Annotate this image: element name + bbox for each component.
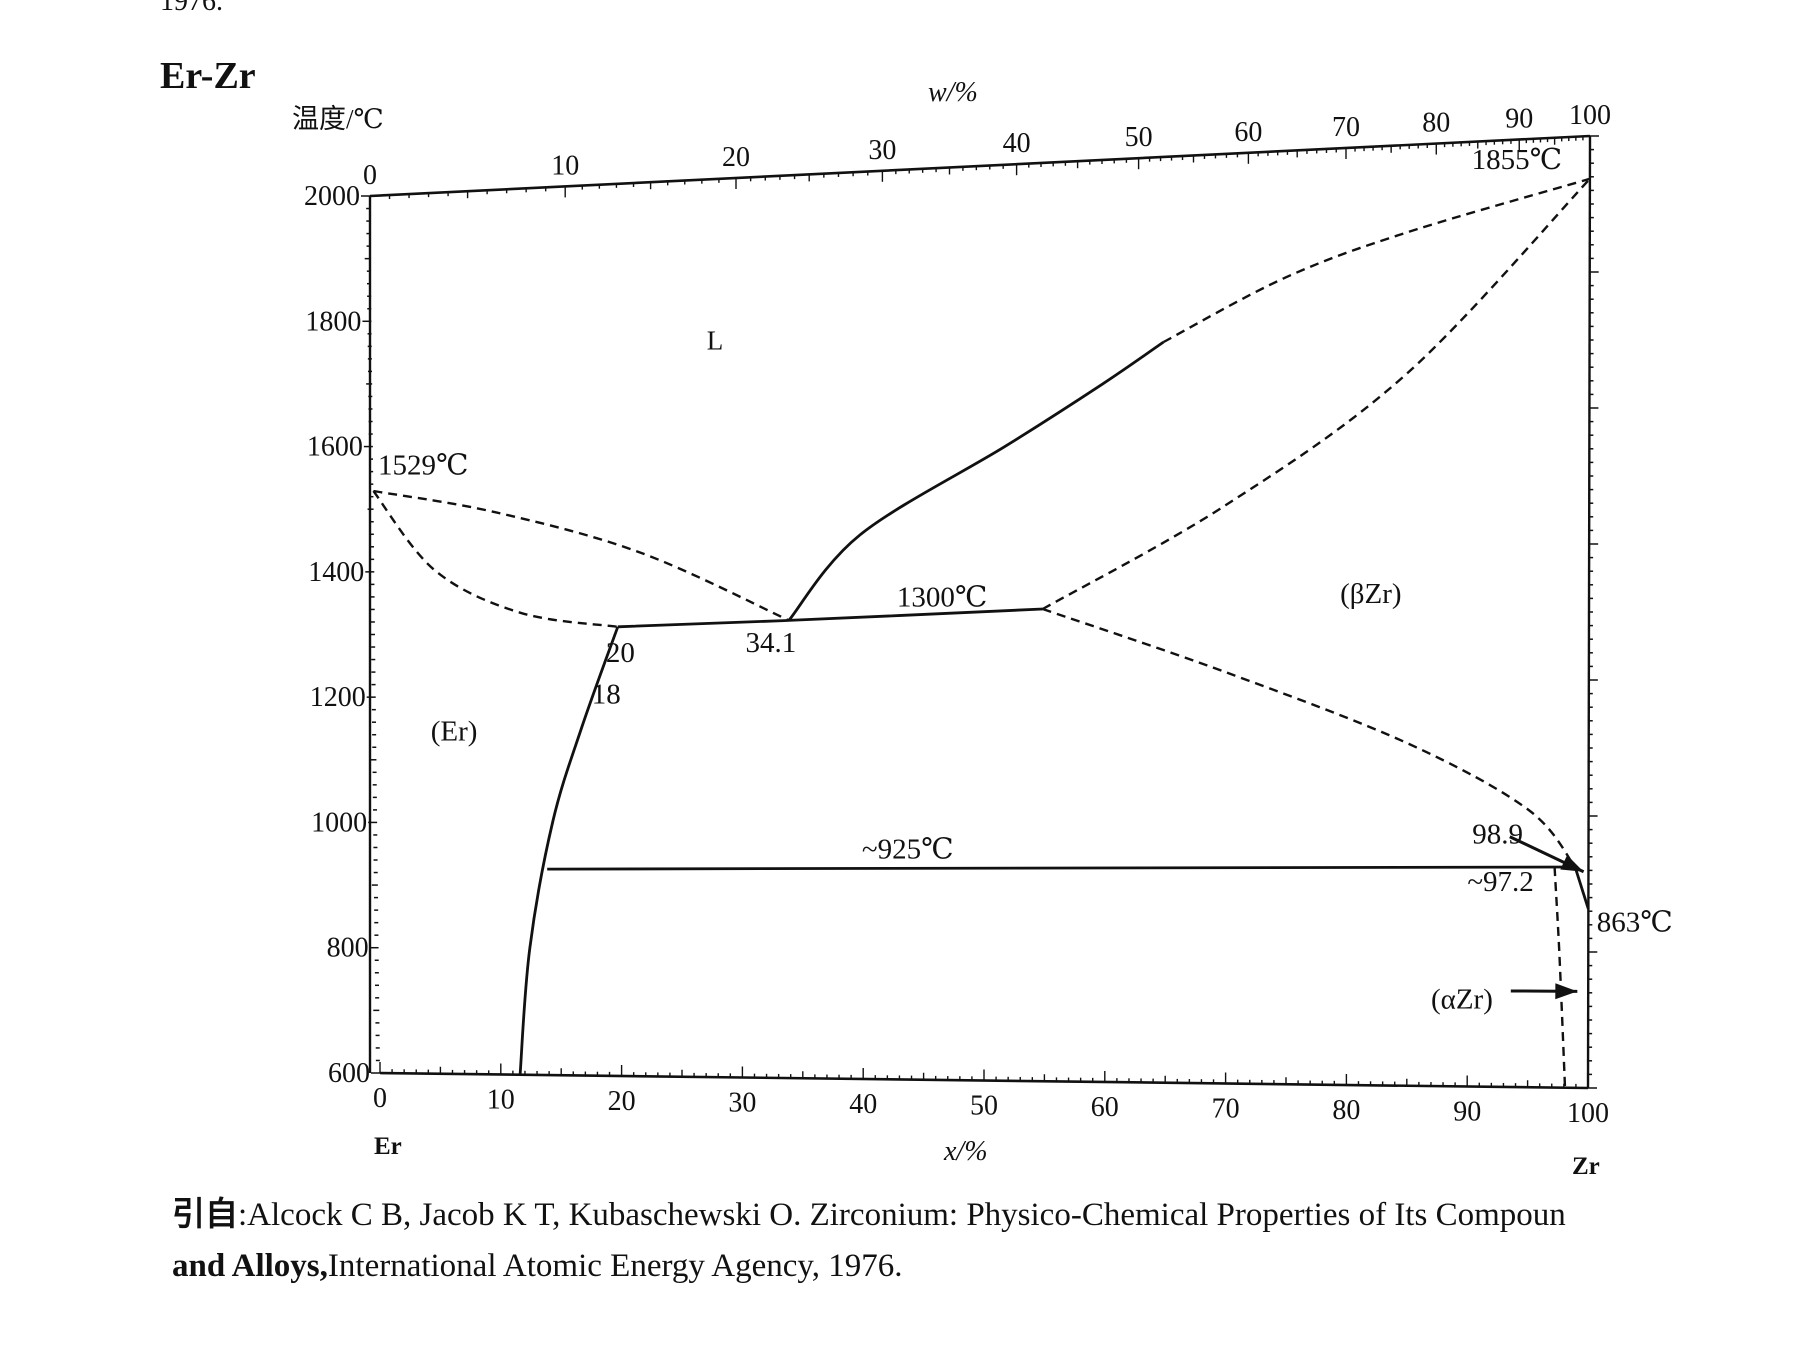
x-tick-label: 30 (728, 1088, 756, 1119)
w-tick-label: 80 (1422, 108, 1450, 139)
dashed-boundary-line (1553, 867, 1567, 1088)
x-tick-label: 20 (608, 1086, 636, 1117)
x-tick-label: 0 (373, 1083, 387, 1114)
y-axis-label: 温度/℃ (292, 104, 384, 134)
phase-annotation: L (707, 325, 724, 355)
phase-annotation: 20 (606, 637, 635, 669)
top-axis-line (369, 134, 1591, 198)
w-tick-label: 70 (1332, 112, 1360, 143)
phase-annotation: 863℃ (1597, 907, 1673, 939)
phase-annotation: 34.1 (745, 627, 796, 659)
w-tick-label: 40 (1003, 128, 1031, 159)
w-tick-label: 20 (722, 142, 750, 173)
phase-annotation: ~97.2 (1467, 866, 1533, 898)
annotation-arrows (1509, 835, 1585, 1000)
solid-boundary-line (547, 865, 1576, 871)
phase-annotation: 1855℃ (1472, 144, 1562, 176)
axis-titles: 温度/℃ w/% x/% Er Zr (292, 77, 1600, 1180)
x-tick-label: 60 (1091, 1092, 1119, 1123)
phase-annotation: (αZr) (1431, 984, 1493, 1016)
x-tick-label: 90 (1453, 1097, 1481, 1128)
phase-annotation: 1529℃ (378, 450, 468, 482)
solid-boundary-line (787, 340, 1165, 622)
x-tick-label: 100 (1567, 1098, 1609, 1129)
arrow-head (1560, 855, 1584, 872)
arrow-head (1555, 983, 1578, 1000)
dashed-boundary-line (373, 489, 790, 622)
w-tick-label: 50 (1125, 122, 1153, 153)
citation-line2-wrap: and Alloys,International Atomic Energy A… (172, 1241, 1792, 1292)
citation-lead: 引自 (172, 1197, 238, 1233)
w-tick-label: 0 (363, 160, 377, 191)
dashed-boundary-line (372, 490, 618, 628)
x-tick-label: 40 (849, 1089, 877, 1120)
citation-line1: :Alcock C B, Jacob K T, Kubaschewski O. … (238, 1197, 1566, 1233)
w-tick-label: 90 (1505, 103, 1533, 134)
y-tick-label: 1200 (310, 682, 366, 713)
y-tick-label: 1600 (307, 432, 363, 463)
top-x-axis-label: w/% (928, 77, 978, 108)
y-tick-label: 1400 (308, 557, 364, 588)
w-tick-label: 60 (1234, 117, 1262, 148)
citation-line2-bold: and Alloys, (172, 1248, 328, 1284)
w-tick-label: 30 (868, 135, 896, 166)
y-tick-label: 1800 (305, 306, 361, 337)
x-tick-label: 70 (1212, 1094, 1240, 1125)
phase-annotation: 18 (592, 679, 621, 711)
phase-annotation: 98.9 (1472, 819, 1523, 851)
x-axis-label: x/% (943, 1136, 988, 1167)
phase-annotation: (βZr) (1340, 578, 1401, 610)
system-title: Er-Zr (160, 55, 256, 97)
y-tick-label: 800 (327, 933, 369, 964)
top-fragment: 1976. (160, 0, 223, 17)
phase-annotation: (Er) (431, 715, 478, 747)
dashed-boundary-line (1042, 177, 1591, 611)
w-tick-label: 10 (551, 150, 579, 181)
x-tick-label: 80 (1332, 1095, 1360, 1126)
phase-annotation: 1300℃ (897, 582, 987, 614)
element-right-label: Zr (1572, 1153, 1600, 1180)
element-left-label: Er (374, 1133, 402, 1160)
dashed-boundary-line (1162, 177, 1591, 344)
w-tick-label: 100 (1569, 100, 1611, 131)
phase-annotation: ~925℃ (862, 834, 954, 866)
citation: 引自:Alcock C B, Jacob K T, Kubaschewski O… (172, 1190, 1792, 1292)
x-tick-label: 10 (487, 1085, 515, 1116)
x-tick-label: 50 (970, 1091, 998, 1122)
y-tick-label: 600 (328, 1058, 370, 1089)
phase-annotations: L 1529℃ 1300℃ 34.1 20 18 (Er) (βZr) 1855℃ ~925℃ 98… (378, 144, 1673, 1016)
solid-boundary-line (1573, 866, 1590, 910)
dashed-boundary-line (1042, 607, 1577, 868)
solid-boundary-line (518, 626, 620, 1075)
axis-ticks (361, 135, 1599, 1089)
y-tick-label: 1000 (311, 807, 367, 838)
phase-boundaries (372, 177, 1591, 1088)
y-tick-label: 2000 (304, 181, 360, 212)
citation-line2: International Atomic Energy Agency, 1976… (327, 1248, 903, 1284)
